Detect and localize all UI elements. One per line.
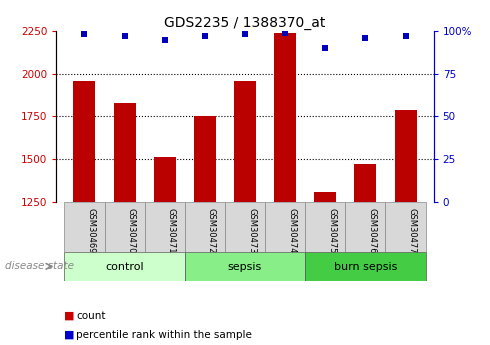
Point <box>281 30 289 36</box>
Bar <box>194 117 216 202</box>
Text: ■: ■ <box>64 311 74 321</box>
Point <box>362 35 369 41</box>
Bar <box>104 202 145 252</box>
Text: sepsis: sepsis <box>228 262 262 272</box>
Point <box>161 37 169 42</box>
Point <box>80 32 88 37</box>
Text: GSM30474: GSM30474 <box>287 208 296 253</box>
Text: GSM30470: GSM30470 <box>126 208 136 253</box>
Text: GSM30475: GSM30475 <box>327 208 336 253</box>
Text: GSM30472: GSM30472 <box>207 208 216 253</box>
Text: ■: ■ <box>64 330 74 339</box>
Bar <box>185 202 225 252</box>
Bar <box>394 110 416 202</box>
Point <box>321 45 329 51</box>
Bar <box>74 81 96 202</box>
Bar <box>225 202 265 252</box>
Bar <box>114 103 136 202</box>
Bar <box>305 252 426 281</box>
Bar <box>234 81 256 202</box>
Bar <box>64 252 185 281</box>
Bar <box>274 33 296 202</box>
Text: control: control <box>105 262 144 272</box>
Point <box>201 33 209 39</box>
Bar <box>64 202 104 252</box>
Text: disease state: disease state <box>5 262 74 271</box>
Bar <box>354 164 376 202</box>
Bar <box>265 202 305 252</box>
Title: GDS2235 / 1388370_at: GDS2235 / 1388370_at <box>164 16 326 30</box>
Bar <box>314 191 336 202</box>
Text: GSM30477: GSM30477 <box>408 208 416 254</box>
Bar <box>305 202 345 252</box>
Bar <box>145 202 185 252</box>
Text: count: count <box>76 311 105 321</box>
Bar <box>345 202 386 252</box>
Text: GSM30469: GSM30469 <box>86 208 96 253</box>
Bar <box>185 252 305 281</box>
Text: GSM30473: GSM30473 <box>247 208 256 254</box>
Bar <box>154 157 176 202</box>
Text: GSM30476: GSM30476 <box>368 208 376 254</box>
Text: percentile rank within the sample: percentile rank within the sample <box>76 330 252 339</box>
Point <box>241 32 249 37</box>
Bar <box>386 202 426 252</box>
Point <box>402 33 410 39</box>
Point <box>121 33 128 39</box>
Text: burn sepsis: burn sepsis <box>334 262 397 272</box>
Text: GSM30471: GSM30471 <box>167 208 176 253</box>
